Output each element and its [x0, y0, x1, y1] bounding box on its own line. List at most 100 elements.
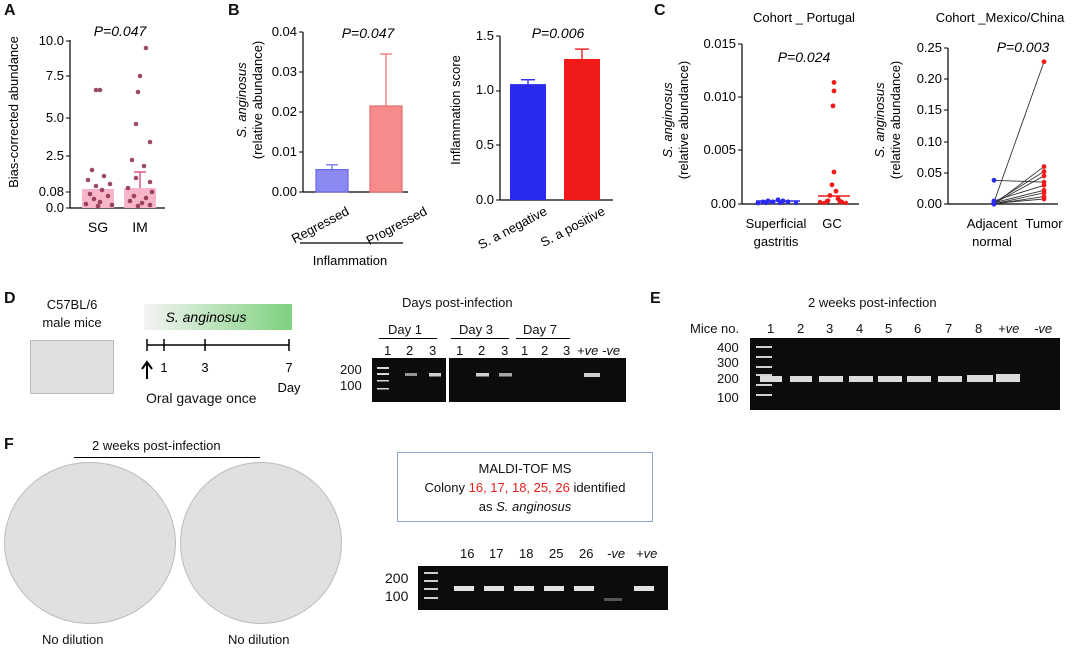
c1-point-gc: [824, 198, 830, 204]
c1-ytick: 0.010: [703, 89, 736, 104]
f-lane: 16: [460, 546, 475, 561]
d-day7: Day 7: [523, 322, 557, 337]
a-cat-sg: SG: [88, 219, 108, 235]
b1-pvalue: P=0.047: [342, 25, 396, 41]
e-lane: 4: [856, 321, 864, 336]
c1-point-sg: [777, 200, 783, 206]
maldi-colony-ids: 16, 17, 18, 25, 26: [468, 480, 570, 495]
f-lane: 25: [549, 546, 564, 561]
d-lane: 3: [429, 343, 437, 358]
f-ladder-200: 200: [385, 570, 409, 586]
c2-ytick: 0.10: [917, 134, 942, 149]
b1-ytick: 0.02: [272, 104, 297, 119]
a-ytick: 0.0: [46, 200, 64, 215]
a-data-point: [93, 183, 99, 189]
panel-label-e: E: [650, 290, 661, 307]
a-data-point: [139, 200, 145, 206]
a-data-point: [91, 196, 97, 202]
c2-point-tumor: [1041, 59, 1047, 65]
e-lane: 6: [914, 321, 922, 336]
a-data-point: [99, 187, 105, 193]
c2-point-tumor: [1041, 196, 1047, 202]
d-lane: 1: [521, 343, 529, 358]
d-lane: 3: [563, 343, 571, 358]
d-lane: 2: [541, 343, 549, 358]
gavage-arrow-icon: [141, 360, 153, 379]
d-day3: Day 3: [459, 322, 493, 337]
d-pos-label: +ve: [577, 343, 599, 358]
e-lane: 3: [826, 321, 834, 336]
b2-cat-negative: S. a negative: [475, 203, 549, 252]
a-data-point: [141, 163, 147, 169]
e-gel: [750, 338, 1060, 410]
c2-pair-line: [993, 61, 1045, 203]
b1-bars: [315, 53, 403, 193]
b1-ytick: 0.04: [272, 24, 297, 39]
chart-b2: Inflammation score 1.5 1.0 0.5 0.0 P=0.0…: [448, 25, 613, 252]
f-lane: 26: [579, 546, 594, 561]
d-bar-label: S. anginosus: [166, 309, 247, 325]
d-gel: [372, 358, 626, 402]
a-data-point: [137, 73, 143, 79]
c1-point-gc: [843, 200, 849, 206]
c1-dots: [755, 80, 850, 206]
plate-image-1: [4, 462, 176, 624]
b2-bar: [510, 84, 546, 200]
chart-c2: Cohort _Mexico/China S. anginosus (relat…: [872, 10, 1065, 249]
a-data-point: [131, 193, 137, 199]
b2-ytick: 1.5: [476, 28, 494, 43]
panel-label-b: B: [228, 2, 240, 19]
e-title: 2 weeks post-infection: [808, 295, 937, 310]
a-data-point: [147, 179, 153, 185]
maldi-identified: identified: [573, 480, 626, 495]
f-pos-label: +ve: [636, 546, 658, 561]
c1-point-sg: [755, 200, 761, 206]
c2-ytick: 0.15: [917, 102, 942, 117]
d-ladder-200: 200: [340, 362, 362, 377]
d-title: Days post-infection: [402, 295, 513, 310]
a-data-point: [135, 89, 141, 95]
a-data-point: [83, 201, 89, 207]
a-pvalue: P=0.047: [94, 23, 148, 39]
a-data-point: [97, 199, 103, 205]
b1-ytick: 0.01: [272, 144, 297, 159]
a-dots: [83, 45, 155, 209]
c2-lines: [991, 59, 1047, 207]
chart-c1: Cohort _ Portugal S. anginosus (relative…: [660, 10, 859, 249]
d-day-label: Day: [277, 380, 301, 395]
b1-ytick: 0.00: [272, 184, 297, 199]
a-data-point: [89, 167, 95, 173]
d-tick-1: 1: [160, 360, 167, 375]
d-lane: 3: [501, 343, 509, 358]
c1-point-gc: [817, 199, 823, 205]
c2-pair-line: [993, 171, 1045, 204]
c2-pair-line: [993, 192, 1045, 205]
c1-ytick: 0.015: [703, 36, 736, 51]
e-ladder-100: 100: [717, 390, 739, 405]
a-data-point: [147, 202, 153, 208]
a-data-point: [95, 203, 101, 209]
c2-pair-line: [993, 189, 1045, 204]
d-lane: 1: [384, 343, 392, 358]
a-data-point: [143, 45, 149, 51]
c2-point-tumor: [1041, 164, 1047, 169]
a-data-point: [109, 202, 115, 208]
mouse-image: [30, 340, 114, 394]
chart-a: Bias-corrected abundance 10.0 7.5 5.0 2.…: [6, 23, 165, 235]
f-lane: 17: [489, 546, 504, 561]
c1-title: Cohort _ Portugal: [753, 10, 855, 25]
b1-ytick: 0.03: [272, 64, 297, 79]
d-tick-7: 7: [285, 360, 292, 375]
c2-pair-line: [993, 175, 1045, 204]
maldi-as: as: [478, 499, 493, 514]
e-lane: 5: [885, 321, 893, 336]
c1-ytick: 0.00: [711, 196, 736, 211]
a-data-point: [133, 121, 139, 127]
c2-pair-line: [993, 179, 1045, 183]
c2-point-normal: [991, 177, 997, 183]
maldi-species: S. anginosus: [496, 499, 572, 514]
c1-cat-superficial: Superficial: [746, 216, 807, 231]
d-ladder-100: 100: [340, 378, 362, 393]
c1-cat-gastritis: gastritis: [754, 234, 799, 249]
c2-ytick: 0.00: [917, 196, 942, 211]
